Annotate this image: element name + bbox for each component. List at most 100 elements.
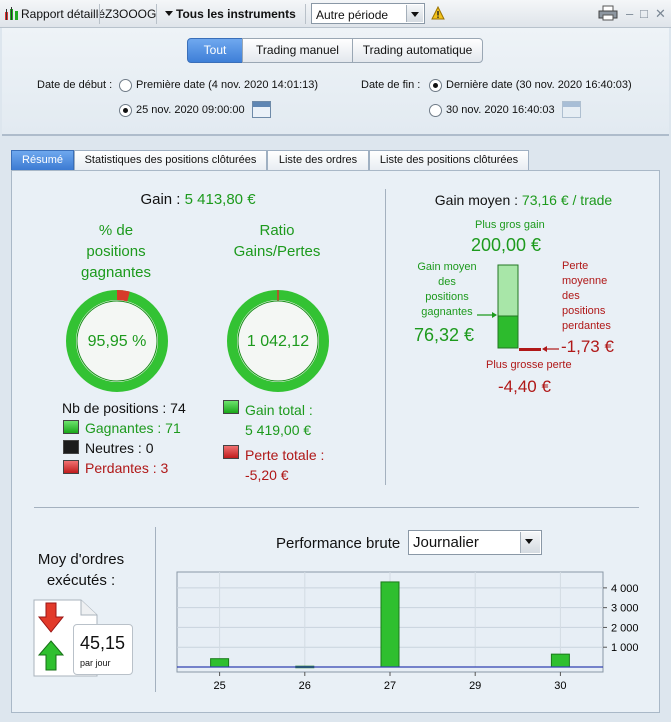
avg-win-label: Gain moyen des positions gagnantes [407,260,487,320]
end-last-radio[interactable] [429,79,442,92]
x-tick-label: 27 [384,680,396,692]
vertical-divider-bottom [155,527,156,692]
chevron-down-icon[interactable] [165,11,173,16]
gain-value: 5 413,80 € [184,191,256,208]
x-tick-label: 25 [213,680,225,692]
tab-manual-trading[interactable]: Trading manuel [242,38,353,63]
avg-win-label-line: Gain moyen [417,261,477,273]
close-icon[interactable]: ✕ [655,6,666,21]
bar-30[interactable] [550,653,570,668]
period-value: Autre période [316,8,389,22]
horizontal-divider [34,507,639,508]
avg-loss-value: -1,73 € [561,337,614,356]
bar-27[interactable] [380,581,400,668]
start-custom-label[interactable]: 25 nov. 2020 09:00:00 [136,104,245,116]
orders-title-line: Moy d'ordres [37,551,125,568]
avg-gain-value: 73,16 € / trade [521,192,613,208]
instruments-dropdown[interactable]: Tous les instruments [176,7,296,21]
orders-title-line: exécutés : [46,572,116,589]
summary-panel: Gain : 5 413,80 € % de positions gagnant… [11,170,660,713]
avg-gain-label: Gain moyen : [434,192,519,208]
max-loss-label: Plus grosse perte [486,359,572,371]
losers-legend-icon [63,460,79,474]
neutral-legend-icon [63,440,79,454]
avg-win-label-line: positions [425,291,469,303]
printer-icon[interactable] [598,5,618,24]
minimize-icon[interactable]: – [626,6,634,21]
neutral-count: Neutres : 0 [85,440,154,456]
orders-value-box: 45,15 par jour [73,624,133,675]
avg-gain-line: Gain moyen : 73,16 € / trade [386,192,661,208]
tab-closed-stats[interactable]: Statistiques des positions clôturées [74,150,267,170]
ratio-title-line: Ratio [259,222,295,239]
y-tick-label: 2 000 [611,622,639,634]
account-id[interactable]: Z3OOOG [105,7,157,21]
win-pct-value: 95,95 % [88,333,147,350]
start-date-label: Date de début : [37,79,113,91]
winners-count: Gagnantes : 71 [85,420,181,436]
filter-panel: Tout Trading manuel Trading automatique … [2,28,669,136]
toolbar: Rapport détaillé Z3OOOG Tous les instrum… [0,0,671,28]
gain-label: Gain : [140,191,181,208]
avg-loss-label: Perte moyenne des positions perdantes [562,259,611,334]
total-loss-legend-icon [223,445,239,459]
orders-value: 45,15 [80,633,126,653]
y-tick-label: 1 000 [611,642,639,654]
avg-win-label-line: des [438,276,456,288]
ratio-title-line: Gains/Pertes [233,243,321,260]
chevron-down-icon[interactable] [520,532,540,553]
avg-loss-label-line: positions [562,305,606,317]
end-date-label: Date de fin : [361,79,421,91]
avg-loss-label-line: des [562,290,580,302]
total-loss-value: -5,20 € [245,467,289,483]
performance-chart: 1 000 2 000 3 000 4 000 25 26 27 29 30 [176,571,639,692]
win-pct-title: % de positions gagnantes [56,220,176,283]
y-tick-label: 3 000 [611,603,639,615]
end-custom-radio[interactable] [429,104,442,117]
end-custom-label[interactable]: 30 nov. 2020 16:40:03 [446,104,555,116]
vertical-divider [385,189,386,485]
positions-count: Nb de positions : 74 [62,400,186,416]
chevron-down-icon[interactable] [406,5,423,22]
tab-orders[interactable]: Liste des ordres [267,150,369,170]
max-loss-value: -4,40 € [498,377,551,396]
max-gain-label: Plus gros gain [475,219,545,231]
win-pct-title-line: % de [98,222,134,239]
max-gain-value: 200,00 € [471,235,542,255]
calendar-icon[interactable] [562,101,581,118]
end-last-label[interactable]: Dernière date (30 nov. 2020 16:40:03) [446,79,632,91]
total-gain-value: 5 419,00 € [245,422,312,438]
perf-period-select[interactable]: Journalier [408,530,542,555]
tab-all[interactable]: Tout [187,38,243,63]
report-icon[interactable] [4,6,19,21]
warning-icon [431,5,445,23]
maximize-icon[interactable]: □ [640,6,648,21]
orders-unit: par jour [80,658,111,668]
avg-loss-label-line: perdantes [562,320,611,332]
gain-loss-bars [477,264,559,352]
ratio-ring: 1 042,12 [227,290,329,392]
avg-loss-label-line: moyenne [562,275,608,287]
avg-win-value: 76,32 € [414,325,475,345]
tab-closed-positions[interactable]: Liste des positions clôturées [369,150,529,170]
win-pct-title-line: positions [86,243,146,260]
bar-25[interactable] [210,658,230,668]
period-select[interactable]: Autre période [311,3,425,24]
ratio-title: Ratio Gains/Pertes [222,220,332,262]
y-tick-label: 4 000 [611,583,639,595]
tab-auto-trading[interactable]: Trading automatique [352,38,483,63]
start-first-label[interactable]: Première date (4 nov. 2020 14:01:13) [136,79,319,91]
report-title[interactable]: Rapport détaillé [21,7,106,21]
total-gain-legend-icon [223,400,239,414]
start-first-radio[interactable] [119,79,132,92]
perf-period-value: Journalier [413,534,479,551]
win-pct-ring: 95,95 % [66,290,168,392]
total-loss: Perte totale : -5,20 € [245,445,324,485]
calendar-icon[interactable] [252,101,271,118]
tab-summary[interactable]: Résumé [11,150,74,170]
perf-title: Performance brute [276,535,401,552]
start-custom-radio[interactable] [119,104,132,117]
x-tick-label: 26 [299,680,311,692]
gain-line: Gain : 5 413,80 € [12,191,384,208]
orders-title: Moy d'ordres exécutés : [26,549,136,591]
